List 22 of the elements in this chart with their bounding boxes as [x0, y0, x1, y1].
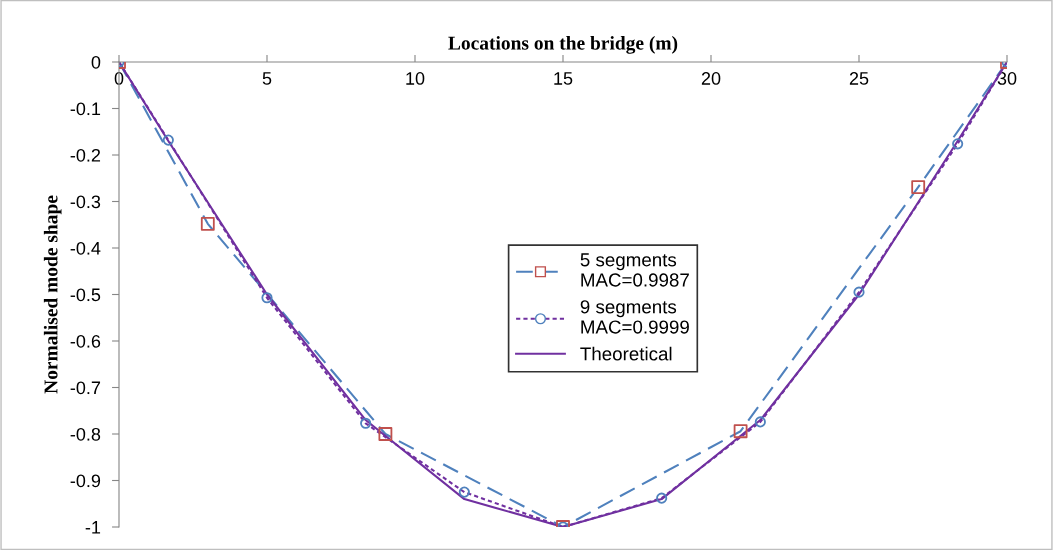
- x-tick-label: 20: [701, 72, 721, 85]
- y-tick-label: -0.2: [70, 148, 101, 162]
- y-tick-label: -0.3: [70, 195, 101, 209]
- y-axis-title: Normalised mode shape: [43, 195, 62, 394]
- y-tick-label: -0.4: [70, 241, 101, 255]
- y-tick-label: 0: [91, 55, 101, 69]
- y-tick-label: -0.1: [70, 102, 101, 116]
- y-tick-label: -0.6: [70, 334, 101, 348]
- y-tick-label: -0.5: [70, 288, 101, 302]
- legend-label: 9 segments MAC=0.9999: [580, 300, 689, 334]
- y-tick-label: -0.8: [70, 427, 101, 441]
- y-tick-label: -0.7: [70, 381, 101, 395]
- x-tick-label: 25: [849, 72, 869, 85]
- x-axis-title: Locations on the bridge (m): [448, 36, 678, 54]
- y-tick-label: -1: [85, 521, 101, 534]
- x-tick-label: 10: [406, 72, 425, 85]
- y-tick-label: -0.9: [70, 474, 101, 488]
- x-tick-label: 5: [262, 72, 272, 85]
- x-tick-label: 0: [114, 72, 124, 85]
- x-tick-label: 15: [554, 72, 573, 85]
- legend-label: 5 segments MAC=0.9987: [580, 253, 689, 287]
- legend-label: Theoretical: [580, 346, 672, 361]
